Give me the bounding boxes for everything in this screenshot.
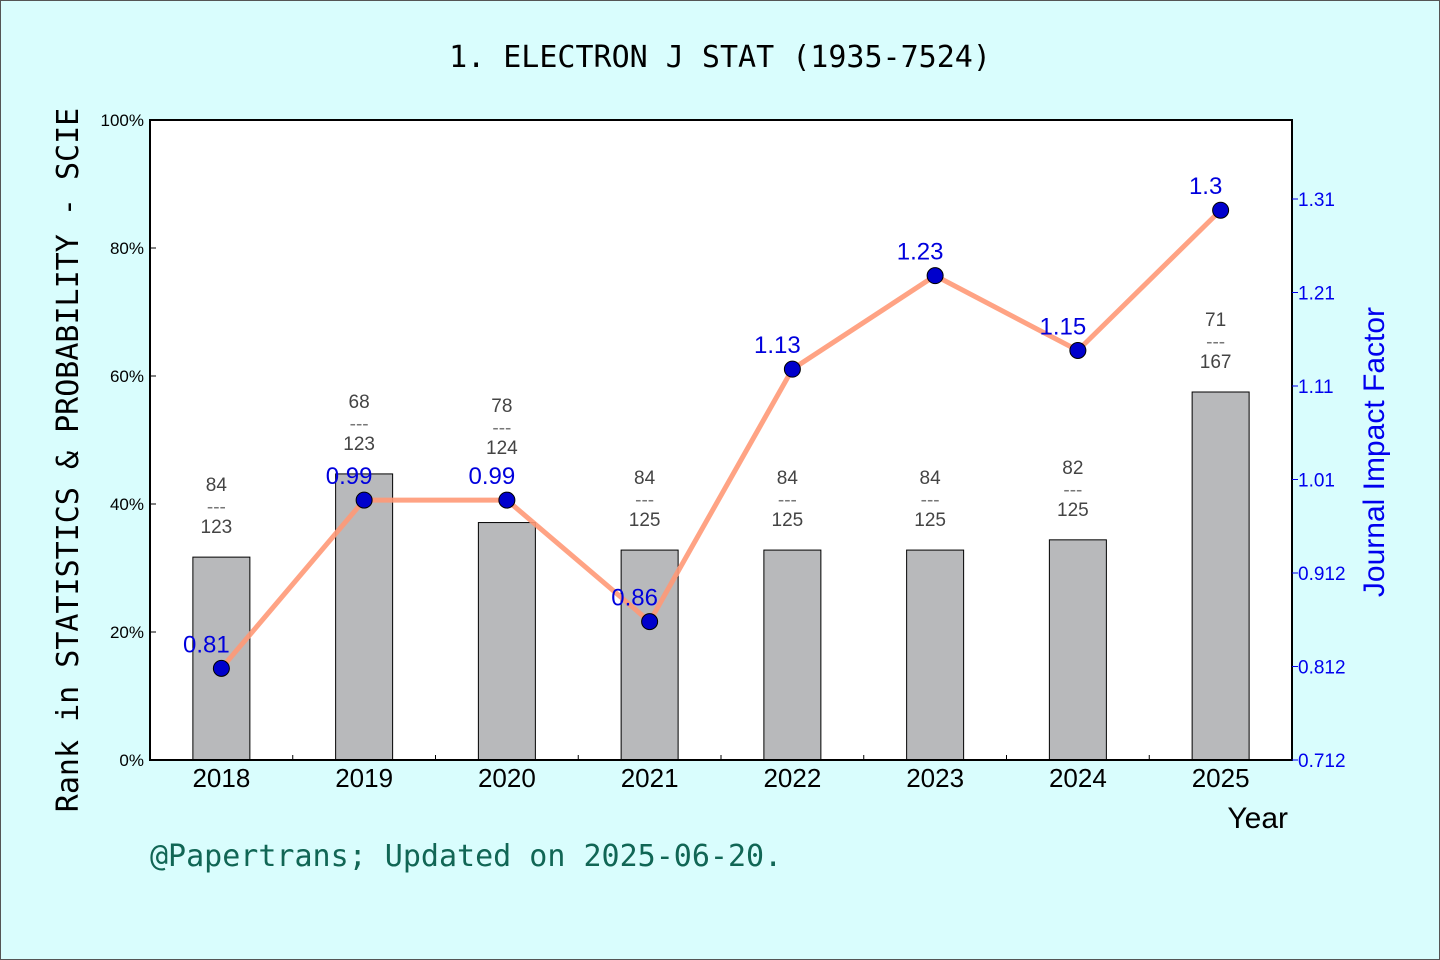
bar-rank-label: 82	[1062, 458, 1083, 479]
right-tick-label: 1.31	[1298, 190, 1335, 211]
bar-2025	[1191, 391, 1250, 761]
bar-total-label: 124	[486, 438, 518, 459]
bar-total-label: 125	[629, 510, 661, 531]
right-tick-label: 0.712	[1298, 751, 1346, 772]
x-tick-label: 2019	[335, 763, 393, 793]
bar-separator: ---	[350, 414, 369, 435]
impact-factor-label: 1.23	[897, 239, 944, 266]
left-tick-label: 100%	[101, 111, 144, 130]
footer-text: @Papertrans; Updated on 2025-06-20.	[150, 839, 782, 874]
right-axis-label: Journal Impact Factor	[1358, 307, 1391, 597]
bar-rank-label: 84	[634, 468, 656, 489]
impact-factor-point-2020	[498, 491, 516, 509]
bar-rank-label: 78	[491, 396, 512, 417]
bar-separator: ---	[778, 490, 797, 511]
impact-factor-label: 0.86	[611, 585, 658, 612]
left-tick-label: 20%	[110, 623, 144, 642]
impact-factor-point-2024	[1069, 341, 1087, 359]
bar-separator: ---	[1063, 480, 1082, 501]
right-tick-label: 0.812	[1298, 658, 1346, 679]
impact-factor-point-2019	[355, 491, 373, 509]
x-tick-label: 2023	[906, 763, 964, 793]
impact-factor-label: 1.3	[1189, 173, 1222, 200]
x-tick-label: 2021	[621, 763, 679, 793]
bar-rank-label: 68	[349, 392, 370, 413]
x-tick-label: 2024	[1049, 763, 1107, 793]
right-tick-label: 1.21	[1298, 284, 1335, 305]
bar-separator: ---	[207, 497, 226, 518]
impact-factor-point-2021	[641, 613, 659, 631]
impact-factor-point-2022	[783, 360, 801, 378]
impact-factor-point-2023	[926, 267, 944, 285]
bar-total-label: 125	[772, 510, 804, 531]
bar-rank-label: 71	[1205, 310, 1226, 331]
bar-separator: ---	[635, 490, 654, 511]
bar-2018	[192, 556, 251, 761]
bar-total-label: 123	[343, 434, 375, 455]
x-axis-label: Year	[1227, 802, 1288, 835]
right-tick-label: 0.912	[1298, 564, 1346, 585]
impact-factor-label: 1.15	[1040, 313, 1087, 340]
bar-2024	[1048, 539, 1107, 761]
impact-factor-line	[219, 208, 1223, 670]
bar-2020	[477, 522, 536, 761]
bar-2022	[763, 549, 822, 761]
bar-total-label: 125	[1057, 500, 1089, 521]
bar-total-label: 125	[914, 510, 946, 531]
impact-factor-label: 1.13	[754, 332, 801, 359]
left-axis-label: Rank in STATISTICS & PROBABILITY - SCIE	[51, 108, 86, 812]
bar-total-label: 123	[201, 517, 233, 538]
left-tick-label: 40%	[110, 495, 144, 514]
bar-separator: ---	[1206, 332, 1225, 353]
impact-factor-point-2018	[212, 659, 230, 677]
x-tick-label: 2020	[478, 763, 536, 793]
bar-2023	[906, 549, 965, 761]
bar-rank-label: 84	[206, 475, 228, 496]
chart-title: 1. ELECTRON J STAT (1935-7524)	[449, 40, 991, 75]
plot-area	[150, 120, 1292, 760]
right-tick-label: 1.01	[1298, 471, 1335, 492]
bar-separator: ---	[921, 490, 940, 511]
x-tick-label: 2022	[763, 763, 821, 793]
bar-total-label: 167	[1200, 352, 1232, 373]
left-tick-label: 0%	[119, 751, 144, 770]
x-tick-label: 2018	[192, 763, 250, 793]
impact-factor-label: 0.99	[469, 463, 516, 490]
x-tick-label: 2025	[1192, 763, 1250, 793]
impact-factor-point-2025	[1212, 201, 1230, 219]
bar-rank-label: 84	[777, 468, 799, 489]
left-tick-label: 60%	[110, 367, 144, 386]
bar-rank-label: 84	[920, 468, 942, 489]
right-tick-label: 1.11	[1298, 377, 1334, 398]
impact-factor-label: 0.81	[183, 631, 230, 658]
bar-separator: ---	[492, 418, 511, 439]
bar-2019	[335, 473, 394, 761]
impact-factor-label: 0.99	[326, 463, 373, 490]
left-tick-label: 80%	[110, 239, 144, 258]
